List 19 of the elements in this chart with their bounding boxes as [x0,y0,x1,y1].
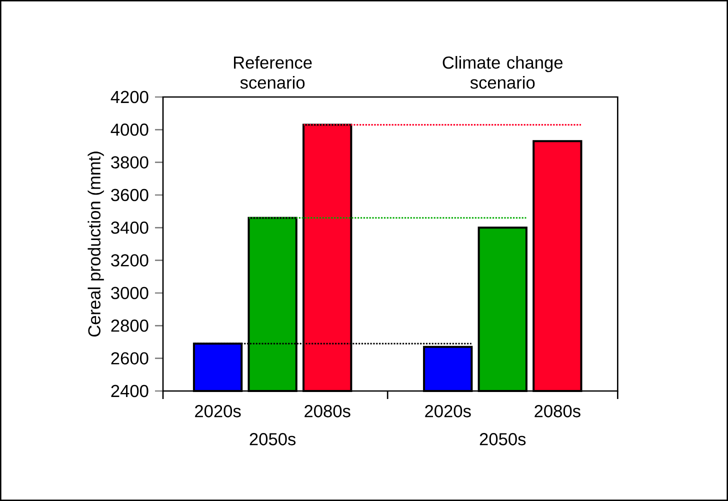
y-tick-label: 3600 [111,188,148,202]
y-tick-label: 3000 [111,286,148,300]
x-tick-label: 2050s [480,433,526,446]
y-tick-label: 3200 [111,254,148,266]
y-tick-label: 4200 [110,90,148,104]
y-axis-title: Cereal production (mmt) [88,152,104,337]
y-tick-label: 4000 [110,124,148,136]
x-tick-label: 2020s [195,405,241,418]
text: Climate change scenario [442,56,563,89]
y-tick-label: 2400 [111,384,148,398]
y-tick-label: 3400 [111,222,148,234]
y-tick-label: 2600 [111,352,148,364]
x-tick-label: 2020s [425,405,471,418]
x-tick-label: 2080s [534,405,580,418]
y-tick-label: 3800 [111,156,148,168]
text: Reference scenario [234,56,312,89]
y-tick-label: 2800 [111,320,148,332]
x-tick-label: 2080s [304,405,350,418]
x-tick-label: 2050s [250,433,296,446]
